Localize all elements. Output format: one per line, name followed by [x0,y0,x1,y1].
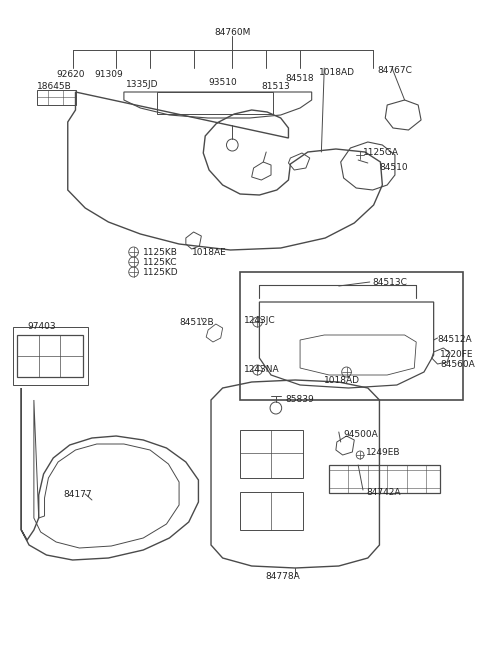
Text: 93510: 93510 [208,78,237,87]
Text: 18645B: 18645B [37,82,72,91]
Text: 1335JD: 1335JD [126,80,158,89]
Text: 85839: 85839 [286,395,314,404]
Bar [240,272,463,400]
Text: 81513: 81513 [261,82,290,91]
Text: 1018AD: 1018AD [319,68,355,77]
Text: 84512A: 84512A [438,335,472,344]
Text: 91309: 91309 [95,70,124,79]
Text: 1125GA: 1125GA [363,148,399,157]
Text: 97403: 97403 [27,322,56,331]
Text: 84513C: 84513C [372,278,408,287]
Bar [240,492,303,530]
Text: 1018AD: 1018AD [324,376,360,385]
Text: 84510: 84510 [380,163,408,172]
Bar [240,430,303,478]
Text: 84760M: 84760M [214,28,251,37]
Text: 84177: 84177 [63,490,92,499]
Text: 1018AE: 1018AE [192,248,227,257]
Text: 1249EB: 1249EB [366,448,400,457]
Bar [329,465,441,493]
Text: 92620: 92620 [56,70,84,79]
Text: 1220FE: 1220FE [441,350,474,359]
Text: 84518: 84518 [286,74,314,83]
Text: 84512B: 84512B [179,318,214,327]
Text: 84778A: 84778A [265,572,300,581]
Text: 1125KD: 1125KD [143,268,179,277]
Text: 94500A: 94500A [344,430,378,439]
Text: 1243NA: 1243NA [244,365,279,374]
Text: 84767C: 84767C [377,66,412,75]
Text: 84742A: 84742A [366,488,400,497]
Text: 84560A: 84560A [441,360,475,369]
Bar [157,92,273,114]
Text: 1243JC: 1243JC [244,316,276,325]
Text: 1125KC: 1125KC [143,258,178,267]
Text: 1125KB: 1125KB [143,248,178,257]
